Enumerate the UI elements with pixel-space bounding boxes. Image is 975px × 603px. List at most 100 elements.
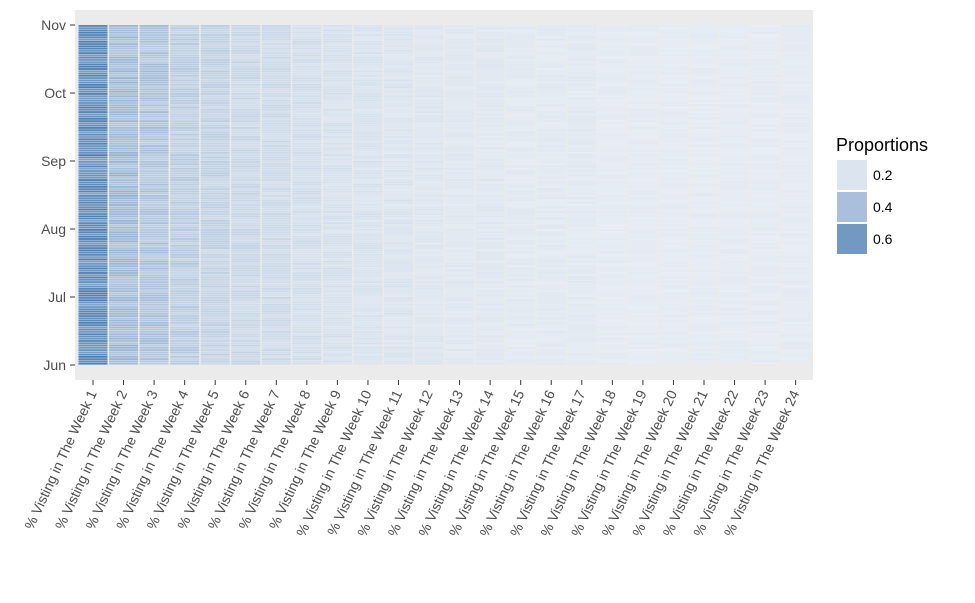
heatmap-cell (475, 93, 505, 95)
heatmap-cell (231, 199, 261, 202)
heatmap-cell (475, 292, 505, 295)
heatmap-cell (139, 306, 169, 308)
heatmap-cell (475, 25, 505, 27)
heatmap-cell (597, 278, 627, 281)
heatmap-cell (750, 301, 780, 304)
heatmap-cell (475, 265, 505, 268)
heatmap-cell (781, 208, 811, 211)
heatmap-cell (567, 102, 597, 104)
heatmap-cell (78, 172, 108, 175)
heatmap-cell (689, 278, 719, 281)
heatmap-cell (506, 181, 536, 184)
heatmap-cell (781, 224, 811, 227)
heatmap-cell (445, 83, 475, 86)
heatmap-cell (750, 131, 780, 134)
heatmap-cell (292, 145, 322, 147)
heatmap-cell (781, 147, 811, 150)
heatmap-cell (628, 120, 658, 123)
heatmap-cell (475, 36, 505, 39)
heatmap-cell (720, 192, 750, 195)
heatmap-cell (231, 158, 261, 161)
heatmap-cell (353, 274, 383, 277)
heatmap-cell (414, 242, 444, 245)
heatmap-cell (628, 27, 658, 30)
heatmap-cell (658, 81, 688, 84)
heatmap-cell (231, 272, 261, 274)
heatmap-cell (628, 213, 658, 215)
heatmap-cell (720, 52, 750, 55)
heatmap-cell (384, 34, 413, 36)
heatmap-cell (720, 303, 750, 306)
heatmap-cell (261, 326, 291, 329)
heatmap-cell (506, 249, 536, 252)
heatmap-cell (658, 181, 688, 184)
heatmap-cell (445, 244, 475, 247)
heatmap-cell (720, 278, 750, 281)
heatmap-cell (261, 238, 291, 240)
heatmap-cell (781, 102, 811, 104)
heatmap-cell (536, 278, 566, 281)
heatmap-cell (109, 306, 139, 308)
heatmap-cell (781, 165, 811, 168)
heatmap-cell (567, 349, 597, 351)
heatmap-cell (445, 97, 475, 100)
heatmap-cell (658, 222, 688, 225)
heatmap-cell (445, 106, 475, 109)
heatmap-cell (200, 238, 230, 240)
heatmap-cell (781, 335, 811, 338)
heatmap-cell (689, 265, 719, 268)
heatmap-cell (689, 346, 719, 349)
heatmap-cell (414, 34, 444, 36)
heatmap-cell (597, 38, 627, 41)
heatmap-cell (261, 29, 291, 32)
heatmap-cell (261, 72, 291, 75)
heatmap-cell (261, 136, 291, 138)
heatmap-cell (231, 192, 261, 195)
heatmap-cell (597, 358, 627, 361)
heatmap-cell (109, 355, 139, 358)
heatmap-cell (353, 133, 383, 136)
heatmap-cell (536, 285, 566, 288)
heatmap-cell (139, 281, 169, 283)
heatmap-cell (658, 355, 688, 358)
heatmap-cell (384, 104, 413, 107)
heatmap-cell (445, 290, 475, 293)
heatmap-cell (353, 136, 383, 138)
heatmap-cell (506, 224, 536, 227)
heatmap-cell (292, 188, 322, 191)
heatmap-cell (139, 247, 169, 249)
heatmap-cell (109, 34, 139, 36)
heatmap-cell (658, 45, 688, 48)
heatmap-cell (170, 306, 200, 308)
heatmap-cell (658, 149, 688, 152)
heatmap-cell (689, 140, 719, 143)
heatmap-cell (506, 115, 536, 118)
heatmap-cell (353, 61, 383, 64)
heatmap-cell (445, 210, 475, 213)
heatmap-cell (109, 61, 139, 64)
heatmap-cell (597, 204, 627, 206)
heatmap-cell (139, 278, 169, 281)
heatmap-cell (231, 170, 261, 172)
heatmap-cell (78, 192, 108, 195)
heatmap-cell (781, 43, 811, 45)
heatmap-cell (139, 321, 169, 324)
heatmap-cell (658, 324, 688, 327)
heatmap-cell (475, 192, 505, 195)
heatmap-cell (781, 59, 811, 61)
heatmap-cell (170, 77, 200, 79)
heatmap-cell (445, 129, 475, 132)
heatmap-cell (322, 297, 352, 299)
heatmap-cell (536, 43, 566, 45)
heatmap-cell (506, 49, 536, 52)
heatmap-cell (567, 93, 597, 95)
heatmap-cell (536, 124, 566, 127)
heatmap-cell (506, 349, 536, 351)
heatmap-cell (720, 351, 750, 354)
heatmap-cell (658, 97, 688, 100)
heatmap-cell (322, 208, 352, 211)
heatmap-cell (597, 233, 627, 236)
heatmap-cell (322, 231, 352, 234)
heatmap-cell (658, 163, 688, 166)
heatmap-cell (445, 360, 475, 363)
